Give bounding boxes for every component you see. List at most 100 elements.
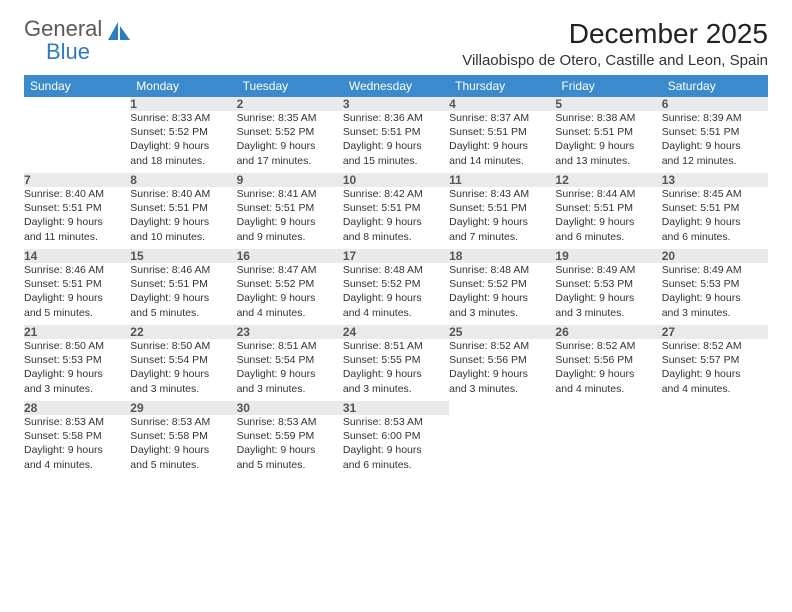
daylight-line-2: and 5 minutes.: [130, 458, 236, 472]
sunrise-line: Sunrise: 8:52 AM: [662, 339, 768, 353]
daylight-line-2: and 3 minutes.: [449, 306, 555, 320]
sunset-line: Sunset: 5:52 PM: [237, 125, 343, 139]
daylight-line-2: and 17 minutes.: [237, 154, 343, 168]
weekday-header: Sunday: [24, 75, 130, 97]
sunrise-line: Sunrise: 8:42 AM: [343, 187, 449, 201]
sunset-line: Sunset: 5:53 PM: [24, 353, 130, 367]
sunset-line: Sunset: 5:52 PM: [343, 277, 449, 291]
day-number: 20: [662, 249, 768, 263]
day-details-row: Sunrise: 8:53 AMSunset: 5:58 PM Daylight:…: [24, 415, 768, 477]
weekday-header: Saturday: [662, 75, 768, 97]
weekday-header: Tuesday: [237, 75, 343, 97]
sunrise-line: Sunrise: 8:50 AM: [24, 339, 130, 353]
sunrise-line: Sunrise: 8:51 AM: [237, 339, 343, 353]
daylight-line-2: and 5 minutes.: [130, 306, 236, 320]
day-number: 18: [449, 249, 555, 263]
daylight-line-2: and 3 minutes.: [555, 306, 661, 320]
daylight-line-2: and 3 minutes.: [24, 382, 130, 396]
sunset-line: Sunset: 5:51 PM: [449, 201, 555, 215]
location-label: Villaobispo de Otero, Castille and Leon,…: [462, 52, 768, 69]
daylight-line-2: and 9 minutes.: [237, 230, 343, 244]
day-number: 9: [237, 173, 343, 187]
sunset-line: Sunset: 5:51 PM: [343, 201, 449, 215]
daylight-line: Daylight: 9 hours: [449, 139, 555, 153]
daylight-line: Daylight: 9 hours: [343, 443, 449, 457]
daylight-line-2: and 3 minutes.: [343, 382, 449, 396]
daylight-line-2: and 18 minutes.: [130, 154, 236, 168]
day-details: Sunrise: 8:46 AMSunset: 5:51 PMDaylight:…: [24, 263, 130, 325]
weekday-header: Friday: [555, 75, 661, 97]
daylight-line: Daylight: 9 hours: [24, 367, 130, 381]
sunrise-line: Sunrise: 8:41 AM: [237, 187, 343, 201]
daylight-line-2: and 6 minutes.: [555, 230, 661, 244]
day-number: 4: [449, 97, 555, 111]
empty-cell: [662, 415, 768, 477]
daylight-line: Daylight: 9 hours: [24, 291, 130, 305]
day-details-row: Sunrise: 8:40 AMSunset: 5:51 PMDaylight:…: [24, 187, 768, 249]
daylight-line: Daylight: 9 hours: [343, 139, 449, 153]
day-number: 31: [343, 401, 449, 415]
day-number: 29: [130, 401, 236, 415]
day-details: Sunrise: 8:50 AMSunset: 5:54 PMDaylight:…: [130, 339, 236, 401]
calendar-table: SundayMondayTuesdayWednesdayThursdayFrid…: [24, 75, 768, 477]
day-number: 15: [130, 249, 236, 263]
day-details: Sunrise: 8:39 AMSunset: 5:51 PMDaylight:…: [662, 111, 768, 173]
sunrise-line: Sunrise: 8:53 AM: [24, 415, 130, 429]
day-details: Sunrise: 8:42 AMSunset: 5:51 PMDaylight:…: [343, 187, 449, 249]
day-details: Sunrise: 8:49 AMSunset: 5:53 PMDaylight:…: [555, 263, 661, 325]
sunrise-line: Sunrise: 8:36 AM: [343, 111, 449, 125]
sunset-line: Sunset: 5:55 PM: [343, 353, 449, 367]
daylight-line: Daylight: 9 hours: [130, 291, 236, 305]
day-number: 30: [237, 401, 343, 415]
weekday-header: Monday: [130, 75, 236, 97]
sunset-line: Sunset: 5:51 PM: [130, 201, 236, 215]
day-details: Sunrise: 8:52 AMSunset: 5:56 PMDaylight:…: [449, 339, 555, 401]
day-details: Sunrise: 8:37 AMSunset: 5:51 PMDaylight:…: [449, 111, 555, 173]
day-number: 5: [555, 97, 661, 111]
sunset-line: Sunset: 5:51 PM: [555, 201, 661, 215]
day-details: Sunrise: 8:52 AMSunset: 5:56 PMDaylight:…: [555, 339, 661, 401]
day-number: 12: [555, 173, 661, 187]
daylight-line-2: and 13 minutes.: [555, 154, 661, 168]
daylight-line: Daylight: 9 hours: [662, 215, 768, 229]
sunrise-line: Sunrise: 8:48 AM: [343, 263, 449, 277]
daylight-line: Daylight: 9 hours: [237, 367, 343, 381]
day-number: 13: [662, 173, 768, 187]
empty-cell: [449, 401, 555, 415]
daylight-line-2: and 4 minutes.: [237, 306, 343, 320]
daylight-line: Daylight: 9 hours: [343, 367, 449, 381]
sunset-line: Sunset: 5:58 PM: [24, 429, 130, 443]
month-title: December 2025: [462, 18, 768, 50]
daylight-line-2: and 8 minutes.: [343, 230, 449, 244]
sunset-line: Sunset: 5:56 PM: [555, 353, 661, 367]
daylight-line-2: and 3 minutes.: [662, 306, 768, 320]
day-number: 7: [24, 173, 130, 187]
day-number: 10: [343, 173, 449, 187]
day-details: Sunrise: 8:53 AMSunset: 5:58 PMDaylight:…: [24, 415, 130, 477]
day-details: Sunrise: 8:33 AMSunset: 5:52 PMDaylight:…: [130, 111, 236, 173]
sunrise-line: Sunrise: 8:40 AM: [130, 187, 236, 201]
day-details: Sunrise: 8:41 AMSunset: 5:51 PMDaylight:…: [237, 187, 343, 249]
day-number: 25: [449, 325, 555, 339]
daylight-line-2: and 4 minutes.: [662, 382, 768, 396]
day-number: 27: [662, 325, 768, 339]
daylight-line: Daylight: 9 hours: [343, 215, 449, 229]
sunset-line: Sunset: 5:57 PM: [662, 353, 768, 367]
day-number-row: 123456: [24, 97, 768, 111]
sunrise-line: Sunrise: 8:50 AM: [130, 339, 236, 353]
day-details: Sunrise: 8:44 AMSunset: 5:51 PMDaylight:…: [555, 187, 661, 249]
daylight-line-2: and 12 minutes.: [662, 154, 768, 168]
sunset-line: Sunset: 5:51 PM: [449, 125, 555, 139]
weekday-header-row: SundayMondayTuesdayWednesdayThursdayFrid…: [24, 75, 768, 97]
day-number: 21: [24, 325, 130, 339]
empty-cell: [24, 97, 130, 111]
sunset-line: Sunset: 5:51 PM: [130, 277, 236, 291]
sunset-line: Sunset: 5:51 PM: [662, 125, 768, 139]
brand-word-1: General: [24, 16, 102, 41]
day-number: 24: [343, 325, 449, 339]
day-number: 3: [343, 97, 449, 111]
sunset-line: Sunset: 5:51 PM: [24, 201, 130, 215]
day-number: 2: [237, 97, 343, 111]
sunrise-line: Sunrise: 8:49 AM: [555, 263, 661, 277]
day-details: Sunrise: 8:51 AMSunset: 5:55 PMDaylight:…: [343, 339, 449, 401]
